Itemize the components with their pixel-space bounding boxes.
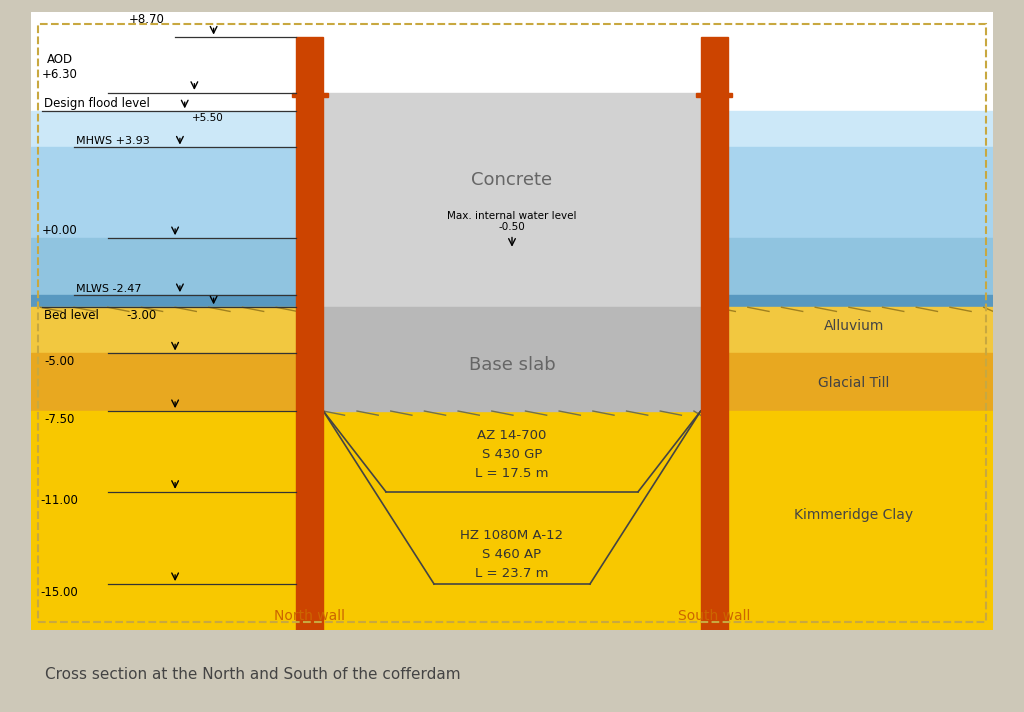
- Bar: [728, 353, 993, 411]
- Bar: [728, 111, 993, 147]
- Text: +0.00: +0.00: [42, 224, 78, 236]
- Bar: [31, 12, 993, 111]
- Text: -7.50: -7.50: [44, 413, 75, 426]
- Text: -11.00: -11.00: [41, 493, 79, 507]
- Text: AZ 14-700
S 430 GP
L = 17.5 m: AZ 14-700 S 430 GP L = 17.5 m: [475, 429, 549, 481]
- Bar: [700, 38, 728, 630]
- Text: -3.00: -3.00: [126, 309, 157, 322]
- Text: Kimmeridge Clay: Kimmeridge Clay: [795, 508, 913, 522]
- Bar: [292, 93, 328, 97]
- Bar: [728, 238, 993, 295]
- Bar: [296, 38, 324, 630]
- Bar: [31, 111, 296, 147]
- Bar: [324, 93, 700, 308]
- Bar: [31, 353, 296, 411]
- Text: +5.50: +5.50: [193, 113, 224, 123]
- Text: MHWS +3.93: MHWS +3.93: [76, 136, 150, 146]
- Text: AOD
+6.30: AOD +6.30: [42, 53, 78, 81]
- Text: Concrete: Concrete: [471, 172, 553, 189]
- Text: Bed level: Bed level: [44, 309, 99, 322]
- Text: Glacial Till: Glacial Till: [818, 377, 890, 390]
- Bar: [728, 308, 993, 353]
- Text: North wall: North wall: [274, 609, 345, 623]
- Bar: [31, 411, 993, 630]
- Text: Alluvium: Alluvium: [823, 319, 884, 333]
- Bar: [31, 308, 296, 353]
- Text: Cross section at the North and South of the cofferdam: Cross section at the North and South of …: [45, 666, 461, 681]
- Text: +8.70: +8.70: [128, 14, 164, 26]
- Text: Base slab: Base slab: [469, 356, 555, 374]
- Bar: [31, 147, 296, 238]
- Text: Design flood level: Design flood level: [44, 97, 151, 110]
- Bar: [728, 295, 993, 308]
- Bar: [31, 295, 296, 308]
- Bar: [324, 308, 700, 411]
- Text: Max. internal water level
-0.50: Max. internal water level -0.50: [447, 211, 577, 232]
- Bar: [728, 147, 993, 238]
- Text: -5.00: -5.00: [44, 355, 75, 368]
- Text: -15.00: -15.00: [41, 586, 79, 599]
- Bar: [696, 93, 732, 97]
- Bar: [31, 238, 296, 295]
- Text: HZ 1080M A-12
S 460 AP
L = 23.7 m: HZ 1080M A-12 S 460 AP L = 23.7 m: [461, 528, 563, 580]
- Text: South wall: South wall: [678, 609, 751, 623]
- Text: MLWS -2.47: MLWS -2.47: [76, 283, 141, 293]
